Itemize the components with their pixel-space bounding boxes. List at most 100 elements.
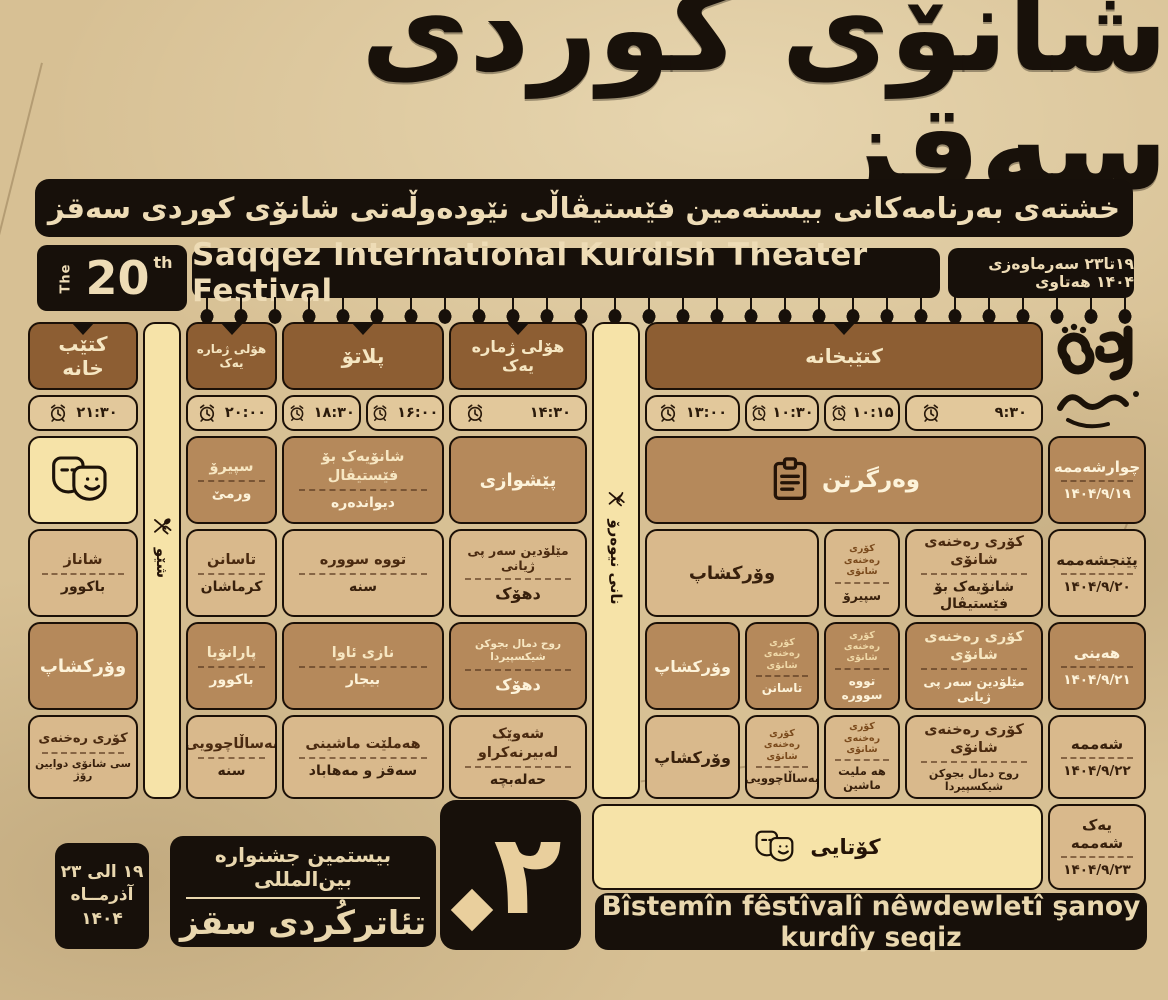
time-label: ۱۸:۳۰: [313, 405, 355, 421]
schedule-table: کتێب خانه شێو هۆلی ژماره یەک پلاتۆ هۆلی …: [28, 322, 1146, 890]
show-cell: شاناز باکوور: [28, 529, 138, 617]
date-cell-saturday: شەممه ۱۴۰۴/۹/۲۲: [1048, 715, 1146, 799]
footer-dates-box: ۱۹ الی ۲۳ آذرمــاه ۱۴۰۴: [55, 843, 149, 949]
show-city: دهۆک: [495, 584, 541, 604]
header-notch: [351, 322, 375, 335]
show-cell: روح دمال بجوکن شیکسپیردا دهۆک: [449, 622, 587, 710]
header-notch: [219, 322, 244, 335]
critique-cell: کۆری رەخنەی شانۆی هه ملیت ماشین: [824, 715, 900, 799]
clock-icon: [290, 405, 304, 421]
venue-header-label: کتێب خانه: [58, 332, 108, 380]
venue-header-hall-one-b: هۆلی ژماره یەک: [449, 322, 587, 390]
footer-dates-range: ۱۹ الی ۲۳: [60, 862, 144, 883]
cell-divider: [920, 668, 1028, 671]
workshop-cell: وۆرکشاپ: [645, 529, 819, 617]
time-label: ۱۰:۳۰: [772, 405, 814, 421]
cell-divider: [1060, 573, 1134, 575]
show-title: تووه سووره: [841, 673, 883, 703]
lunch-strip: نانی نیوەرۆ: [592, 322, 640, 799]
critique-cell: کۆری رەخنەی شانۆی تووه سووره: [824, 622, 900, 710]
time-label: ۱۰:۱۵: [852, 405, 894, 421]
dinner-strip: شێو: [143, 322, 181, 799]
workshop-cell: وۆرکشاپ: [645, 622, 740, 710]
event-label: پێشوازی: [479, 469, 557, 491]
day-date: ۱۴۰۴/۹/۲۳: [1063, 862, 1131, 878]
badge-suffix: th: [153, 253, 173, 272]
clock-icon: [753, 405, 766, 421]
show-title: روح دمال بجوکن شیکسپیردا: [928, 766, 1020, 794]
critique-cell: کۆری رەخنەی شانۆی تاسانن: [745, 622, 819, 710]
show-cell: نازی ئاوا بیجار: [282, 622, 444, 710]
show-cell: شەوێک لەبیرنەکراو حەلەبچە: [449, 715, 587, 799]
footer-divider: [185, 897, 421, 899]
show-city: بیجار: [345, 671, 381, 688]
time-label: ۱۳:۰۰: [685, 405, 728, 421]
clock-icon: [923, 404, 939, 422]
venue-header-label: پلاتۆ: [341, 344, 385, 368]
show-title: نازی ئاوا: [331, 644, 395, 661]
cell-divider: [41, 751, 125, 754]
show-title: شەوێک لەبیرنەکراو: [477, 726, 559, 761]
cell-divider: [835, 667, 889, 670]
badge-20th: The 20 th: [37, 245, 187, 311]
festival-logo-icon: [1057, 323, 1139, 429]
cell-divider: [1060, 480, 1134, 482]
day-date: ۱۴۰۴/۹/۲۱: [1063, 672, 1131, 688]
cell-divider: [756, 674, 808, 677]
show-title: بەساڵاچوویی: [745, 771, 819, 786]
show-title: سپیرۆ: [209, 458, 254, 475]
critique-label: کۆری رەخنەی شانۆی: [763, 636, 801, 671]
workshop-cell: وۆرکشاپ: [645, 715, 740, 799]
clock-icon: [660, 404, 675, 422]
time-cell-2130: ۲۱:۳۰: [28, 395, 138, 431]
clock-icon: [467, 404, 483, 422]
badge-the: The: [58, 263, 74, 293]
closing-label: کۆتایی: [810, 835, 881, 859]
time-label: ۱۴:۳۰: [529, 405, 571, 421]
show-city: ورمێ: [211, 485, 252, 502]
lunch-strip-label: نانی نیوەرۆ: [607, 519, 625, 605]
venue-header-ketebkhane: کتێب خانه: [28, 322, 138, 390]
footer-dates-year: ۱۴۰۴: [81, 908, 123, 929]
critique-label: کۆری رەخنەی شانۆی: [843, 629, 881, 664]
fork-spoon-icon: [154, 518, 172, 535]
show-city: باکوور: [209, 671, 254, 688]
critique-cell: کۆری رەخنەی شانۆی شانۆیەک بۆ فێستیڤال: [905, 529, 1043, 617]
venue-header-label: هۆلی ژماره یەک: [196, 342, 267, 370]
cell-divider: [198, 572, 265, 575]
cell-divider: [835, 759, 889, 762]
critique-label: کۆری رەخنەی شانۆی: [843, 543, 881, 578]
badge-number: 20: [85, 251, 150, 305]
date-cell-friday: هەینی ۱۴۰۴/۹/۲۱: [1048, 622, 1146, 710]
critique-cell: کۆری رەخنەی شانۆی مێلۆدین سەر پی ژیانی: [905, 622, 1043, 710]
day-name: پێنجشەممه: [1056, 551, 1138, 569]
header-notch: [832, 322, 856, 335]
critique-label: کۆری رەخنەی شانۆی: [924, 628, 1024, 663]
cell-divider: [299, 665, 427, 668]
subtitle-banner: خشتەی بەرنامەکانی بیستەمین فێستیڤاڵی نێو…: [35, 179, 1133, 237]
clock-icon: [51, 404, 66, 422]
day-name: چوارشەممه: [1053, 458, 1141, 476]
show-title: مێلۆدین سەر پی ژیانی: [923, 674, 1025, 705]
show-title: شاناز: [63, 551, 103, 568]
date-cell-thursday: پێنجشەممه ۱۴۰۴/۹/۲۰: [1048, 529, 1146, 617]
critique-cell: کۆری رەخنەی شانۆی روح دمال بجوکن شیکسپیر…: [905, 715, 1043, 799]
venue-header-plato: پلاتۆ: [282, 322, 444, 390]
footer-persian-line2: تئاترکُردی سقز: [179, 903, 427, 942]
time-cell-1015: ۱۰:۱۵: [824, 395, 900, 431]
show-title: سی شانۆی دوایین رۆژ: [35, 757, 131, 783]
footer-big-20-box: ۲: [440, 800, 581, 950]
show-cell: سپیرۆ ورمێ: [186, 436, 277, 524]
time-cell-1430: ۱۴:۳۰: [449, 395, 587, 431]
kurdish-date-banner: ۱۹تا۲۳ سەرماوەزی ۱۴۰۴ هەتاوی: [948, 248, 1134, 298]
time-label: ۹:۳۰: [994, 405, 1027, 421]
cell-divider: [835, 581, 889, 584]
time-cell-1300: ۱۳:۰۰: [645, 395, 740, 431]
time-label: ۱۶:۰۰: [397, 405, 439, 421]
footer-zero-diamond: [451, 888, 494, 932]
show-cell: پێشوازی: [449, 436, 587, 524]
dinner-strip-content: شێو: [150, 514, 174, 578]
show-cell: شانۆیەک بۆ فێستیڤال دیواندەره: [282, 436, 444, 524]
cell-divider: [920, 573, 1028, 576]
